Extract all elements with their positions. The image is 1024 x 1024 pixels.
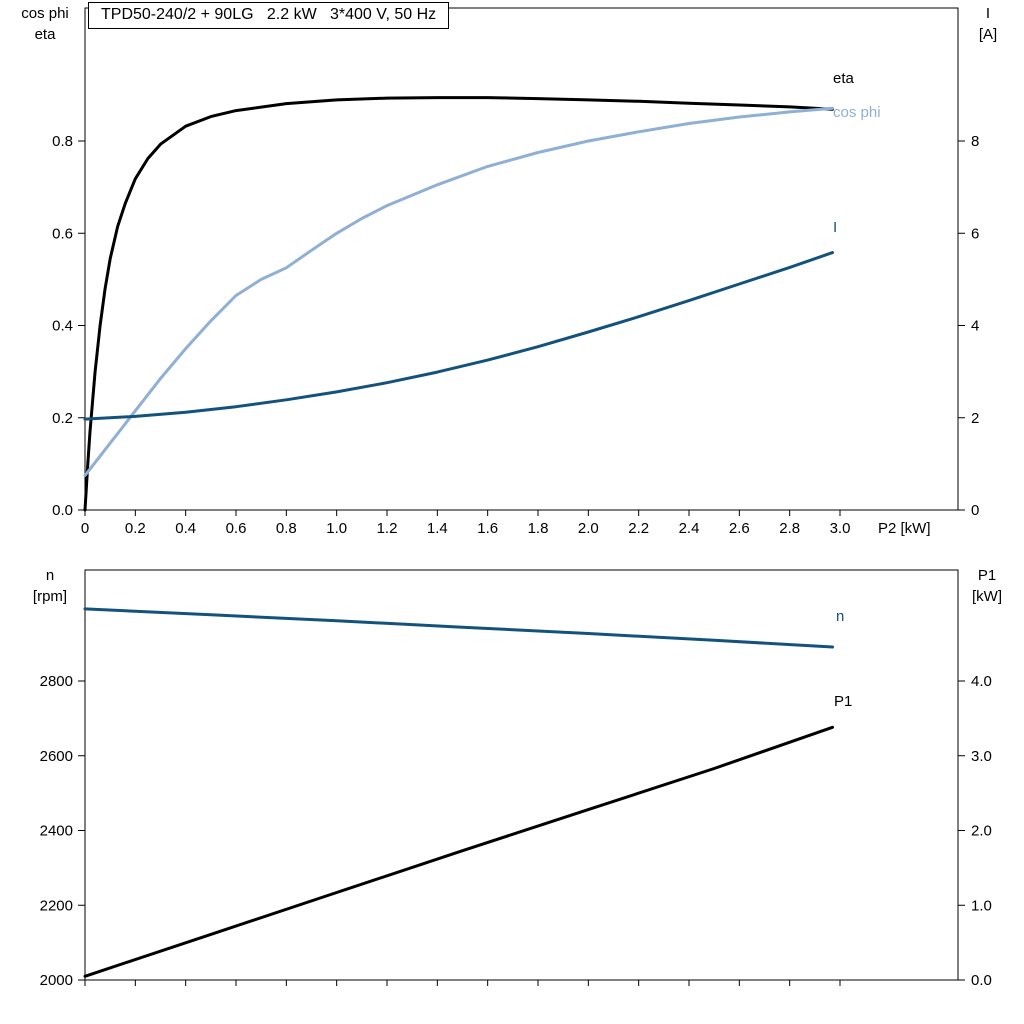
y-right-tick-label: 3.0	[971, 748, 992, 765]
x-tick-label: 1.2	[377, 520, 398, 537]
curve-eta	[83, 96, 834, 512]
y-left-tick-label: 0.0	[52, 502, 73, 519]
y-right-tick-label: 2	[971, 410, 979, 427]
bottom-left-axis-title-unit-rpm: [rpm]	[32, 588, 68, 605]
x-tick-label: 0.8	[276, 520, 297, 537]
x-tick-label: 2.6	[729, 520, 750, 537]
x-tick-label: 2.8	[779, 520, 800, 537]
top-left-axis-title-cosphi: cos phi	[21, 5, 69, 22]
x-tick-label: 0.4	[175, 520, 196, 537]
curve-label-n: n	[836, 608, 845, 625]
curve-label-i: I	[833, 219, 838, 236]
curve-cos-phi	[83, 106, 834, 477]
x-axis-title-p2: P2 [kW]	[878, 520, 931, 537]
curve-label-eta: eta	[833, 70, 854, 87]
bottom-right-axis-title-p1: P1	[977, 567, 997, 584]
x-tick-label: 1.0	[326, 520, 347, 537]
y-left-tick-label: 2800	[40, 673, 73, 690]
x-tick-label: 1.6	[477, 520, 498, 537]
x-tick-label: 0.6	[226, 520, 247, 537]
y-right-tick-label: 4	[971, 318, 979, 335]
y-left-tick-label: 0.8	[52, 133, 73, 150]
y-right-tick-label: 0.0	[971, 972, 992, 989]
bottom-left-axis-title-n: n	[45, 567, 55, 584]
curve-i	[83, 251, 834, 421]
curve-label-cosphi: cos phi	[833, 104, 881, 121]
x-tick-label: 0	[81, 520, 89, 537]
x-tick-label: 2.4	[679, 520, 700, 537]
y-left-tick-label: 2200	[40, 897, 73, 914]
y-right-tick-label: 1.0	[971, 897, 992, 914]
x-tick-label: 2.0	[578, 520, 599, 537]
y-right-tick-label: 0	[971, 502, 979, 519]
x-tick-label: 0.2	[125, 520, 146, 537]
top-right-axis-title-unit-a: [A]	[978, 26, 998, 43]
x-tick-label: 3.0	[830, 520, 851, 537]
plot-frame	[84, 7, 959, 511]
y-left-tick-label: 0.2	[52, 410, 73, 427]
x-tick-label: 1.8	[528, 520, 549, 537]
chart-title: TPD50-240/2 + 90LG 2.2 kW 3*400 V, 50 Hz	[88, 2, 450, 29]
curve-label-p1: P1	[834, 693, 853, 710]
x-tick-label: 1.4	[427, 520, 448, 537]
x-tick-label: 2.2	[628, 520, 649, 537]
y-left-tick-label: 2600	[40, 748, 73, 765]
top-right-axis-title-i: I	[985, 5, 991, 22]
y-left-tick-label: 2400	[40, 823, 73, 840]
curve-p1	[83, 725, 834, 978]
y-left-tick-label: 0.4	[52, 318, 73, 335]
y-right-tick-label: 8	[971, 133, 979, 150]
bottom-right-axis-title-unit-kw: [kW]	[972, 588, 1002, 605]
plot-frame	[84, 569, 959, 981]
y-left-tick-label: 0.6	[52, 225, 73, 242]
y-right-tick-label: 4.0	[971, 673, 992, 690]
y-right-tick-label: 2.0	[971, 823, 992, 840]
y-right-tick-label: 6	[971, 225, 979, 242]
y-left-tick-label: 2000	[40, 972, 73, 989]
top-left-axis-title-eta: eta	[34, 26, 56, 43]
curve-n	[83, 607, 834, 649]
